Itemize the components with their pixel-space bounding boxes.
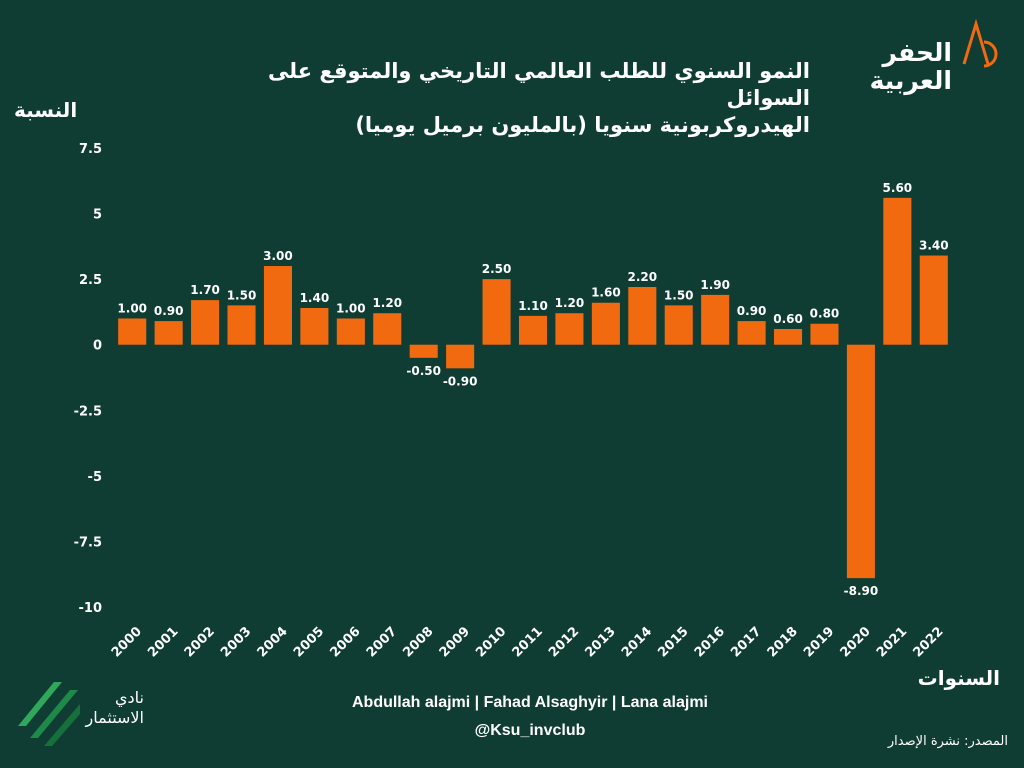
y-tick-label: 0	[93, 339, 102, 354]
club-name-line-2: الاستثمار	[85, 708, 144, 727]
value-label-2019: 0.80	[810, 307, 840, 321]
bar-2012	[555, 313, 584, 345]
bar-2016	[701, 294, 730, 345]
x-tick-2019: 2019	[801, 624, 837, 660]
value-label-2012: 1.20	[555, 296, 585, 310]
authors-credit: Abdullah alajmi | Fahad Alsaghyir | Lana…	[351, 694, 708, 711]
x-tick-2015: 2015	[655, 624, 691, 660]
x-axis-label: السنوات	[917, 666, 1000, 690]
value-label-2011: 1.10	[518, 299, 548, 313]
bar-2007	[373, 313, 402, 345]
chart-title-line-1: النمو السنوي للطلب العالمي التاريخي والم…	[267, 59, 810, 110]
bar-2001	[154, 321, 183, 345]
value-label-2022: 3.40	[919, 239, 949, 253]
value-label-2006: 1.00	[336, 301, 366, 315]
x-tick-2011: 2011	[510, 624, 546, 660]
club-logo: نادي الاستثمار	[14, 680, 144, 750]
y-axis-ticks: 7.5 5 2.5 0 -2.5 -5 -7.5 -10	[74, 142, 102, 616]
bar-2020	[846, 344, 875, 579]
y-tick-label: -10	[79, 601, 103, 616]
bar-2004	[263, 266, 292, 345]
value-label-2005: 1.40	[300, 291, 330, 305]
value-label-2002: 1.70	[190, 283, 220, 297]
value-label-2001: 0.90	[154, 304, 184, 318]
bar-2011	[518, 315, 548, 345]
club-name-line-1: نادي	[115, 688, 144, 707]
x-tick-2013: 2013	[583, 624, 619, 660]
bar-2002	[191, 300, 220, 345]
value-label-2015: 1.50	[664, 288, 694, 302]
y-tick-label: 5	[93, 208, 102, 223]
x-tick-2006: 2006	[327, 624, 363, 660]
bar-2009	[446, 344, 475, 369]
x-tick-2020: 2020	[838, 624, 874, 660]
bar-2017	[737, 321, 766, 345]
x-tick-2021: 2021	[874, 624, 910, 660]
bar-2015	[664, 305, 693, 345]
bar-2022	[919, 255, 948, 345]
x-tick-2017: 2017	[728, 624, 764, 660]
x-tick-2008: 2008	[400, 624, 436, 660]
value-label-2018: 0.60	[773, 312, 803, 326]
value-label-2020: -8.90	[844, 584, 879, 598]
bar-2018	[774, 328, 803, 345]
value-label-2003: 1.50	[227, 288, 257, 302]
y-tick-label: 7.5	[79, 142, 102, 157]
bar-2006	[336, 318, 365, 345]
x-axis-ticks: 2000 2001 2002 2003 2004 2005 2006 2007 2008 2009…	[109, 624, 947, 660]
value-label-2014: 2.20	[627, 270, 657, 284]
x-tick-2014: 2014	[619, 624, 655, 660]
x-tick-2016: 2016	[692, 624, 728, 660]
value-label-2017: 0.90	[737, 304, 767, 318]
chart-title: النمو السنوي للطلب العالمي التاريخي والم…	[220, 58, 810, 139]
x-tick-2005: 2005	[291, 624, 327, 660]
x-tick-2001: 2001	[145, 624, 181, 660]
value-label-2008: -0.50	[406, 364, 441, 378]
value-label-2013: 1.60	[591, 286, 621, 300]
y-tick-label: -7.5	[74, 535, 102, 550]
chart-title-line-2: الهيدروكربونية سنويا (بالمليون برميل يوم…	[355, 113, 810, 137]
x-tick-2000: 2000	[109, 624, 145, 660]
value-labels-group: 1.00 0.90 1.70 1.50 3.00 1.40 1.00 1.20 -0.50-0.…	[117, 181, 948, 598]
bar-2008	[409, 344, 438, 358]
bar-2005	[300, 307, 329, 345]
value-label-2004: 3.00	[263, 249, 293, 263]
x-tick-2004: 2004	[255, 624, 291, 660]
bar-2014	[628, 287, 657, 345]
y-tick-label: -2.5	[74, 404, 102, 419]
bars-group	[118, 197, 948, 579]
y-tick-label: 2.5	[79, 273, 102, 288]
x-tick-2009: 2009	[437, 624, 473, 660]
brand-mark-icon	[962, 18, 998, 68]
bar-2000	[118, 318, 147, 345]
bar-2003	[227, 305, 256, 345]
source-note: المصدر: نشرة الإصدار	[887, 734, 1008, 749]
brand-name-line-2: العربية	[869, 66, 953, 95]
value-label-2010: 2.50	[482, 262, 512, 276]
y-tick-label: -5	[88, 470, 102, 485]
x-tick-2002: 2002	[182, 624, 218, 660]
brand-name-line-1: الحفر	[882, 38, 953, 67]
social-handle: @Ksu_invclub	[474, 722, 586, 739]
bar-2019	[810, 323, 839, 345]
bar-2021	[883, 197, 912, 345]
x-tick-2003: 2003	[218, 624, 254, 660]
x-tick-2022: 2022	[910, 624, 946, 660]
value-label-2007: 1.20	[372, 296, 402, 310]
x-tick-2018: 2018	[765, 624, 801, 660]
value-label-2016: 1.90	[700, 278, 730, 292]
x-tick-2010: 2010	[473, 624, 509, 660]
value-label-2009: -0.90	[443, 374, 478, 388]
y-axis-label: النسبة	[14, 98, 78, 122]
value-label-2000: 1.00	[117, 301, 147, 315]
brand-logo: الحفر العربية	[870, 18, 1010, 98]
club-stripes-icon	[18, 682, 80, 746]
bar-2010	[482, 279, 511, 345]
bar-2013	[591, 302, 620, 345]
value-label-2021: 5.60	[883, 181, 913, 195]
x-tick-2007: 2007	[364, 624, 400, 660]
x-tick-2012: 2012	[546, 624, 582, 660]
